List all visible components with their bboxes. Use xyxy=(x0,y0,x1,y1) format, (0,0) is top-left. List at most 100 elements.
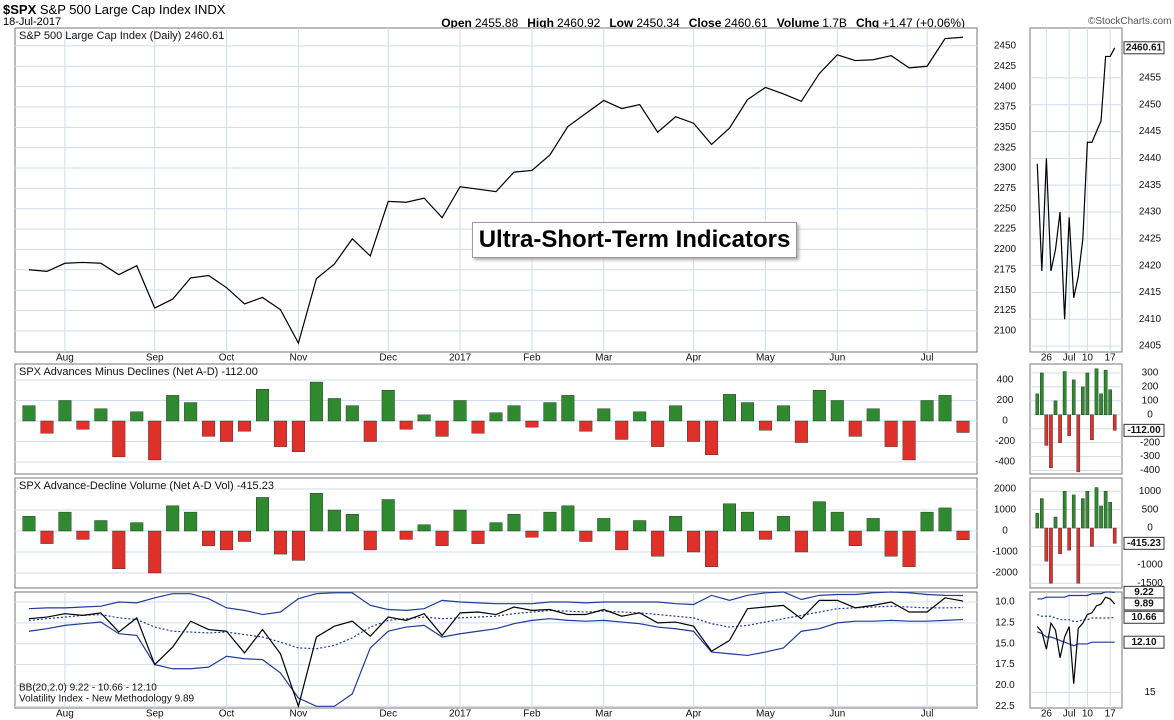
date: 18-Jul-2017 xyxy=(3,16,62,28)
bar xyxy=(579,530,593,542)
bar xyxy=(776,405,790,422)
x-tick-label: Sep xyxy=(146,353,164,364)
value-label-box xyxy=(1123,41,1165,55)
y-tick-label: 15 xyxy=(1144,687,1156,698)
bar xyxy=(184,402,198,422)
quote-label: Open xyxy=(441,16,472,30)
bar xyxy=(884,530,898,557)
bar xyxy=(453,400,467,422)
y-tick-label: 200 xyxy=(997,395,1014,406)
bar xyxy=(327,509,341,532)
bar xyxy=(1044,527,1049,562)
bar xyxy=(202,530,216,546)
bar xyxy=(184,511,198,532)
bar xyxy=(327,398,341,422)
x-tick-label: May xyxy=(756,353,775,364)
bar xyxy=(1108,389,1112,415)
bar xyxy=(848,530,862,546)
y-tick-label: 2410 xyxy=(1139,314,1162,325)
line xyxy=(28,36,964,345)
bar xyxy=(112,420,126,458)
x-tick-label: Jul xyxy=(1063,353,1076,364)
x-tick-label: Aug xyxy=(56,709,74,720)
x-tick-label: 10 xyxy=(1082,353,1094,364)
bar xyxy=(381,390,395,422)
y-tick-label: 2125 xyxy=(994,305,1017,316)
legend-text: Volatility Index - New Methodology 9.89 xyxy=(19,694,195,705)
bar xyxy=(1058,414,1062,443)
bar xyxy=(956,530,970,540)
panel xyxy=(1029,477,1123,589)
bar xyxy=(1112,414,1117,431)
x-tick-label: Jul xyxy=(921,353,934,364)
bar xyxy=(507,405,521,422)
y-tick-label: 0 xyxy=(1002,416,1008,427)
y-tick-label: 10.0 xyxy=(995,597,1015,608)
y-tick-label: 2000 xyxy=(994,484,1017,495)
bar xyxy=(40,420,54,434)
bar xyxy=(471,420,485,434)
bar xyxy=(94,520,108,532)
bar xyxy=(148,530,162,574)
y-tick-label: 400 xyxy=(997,375,1014,386)
y-tick-label: 2175 xyxy=(994,264,1017,275)
y-tick-label: 2350 xyxy=(994,122,1017,133)
x-tick-label: 26 xyxy=(1041,709,1053,720)
x-tick-label: Nov xyxy=(290,353,308,364)
line xyxy=(1037,631,1115,647)
bar xyxy=(633,411,647,422)
bar xyxy=(1067,414,1071,436)
bar xyxy=(902,420,916,461)
value-label: -112.00 xyxy=(1127,425,1161,436)
bar xyxy=(794,420,808,443)
bar xyxy=(938,507,952,532)
bar xyxy=(1085,491,1090,529)
x-tick-label: 2017 xyxy=(449,709,472,720)
bar xyxy=(705,420,719,456)
line xyxy=(1037,613,1115,623)
bar xyxy=(453,509,467,532)
value-label: 10.66 xyxy=(1131,612,1156,623)
y-tick-label: 2430 xyxy=(1139,207,1162,218)
bar xyxy=(884,420,898,447)
bar xyxy=(812,390,826,422)
y-tick-label: 2150 xyxy=(994,285,1017,296)
y-tick-label: 17.5 xyxy=(995,659,1015,670)
value-label: 12.10 xyxy=(1131,637,1156,648)
bar xyxy=(1049,414,1053,468)
bar xyxy=(220,420,234,442)
y-tick-label: 2405 xyxy=(1139,341,1162,352)
panel-title: SPX Advances Minus Declines (Net A-D) -1… xyxy=(19,366,258,378)
bar xyxy=(1071,379,1076,415)
x-tick-label: 26 xyxy=(1041,353,1053,364)
bar xyxy=(112,530,126,570)
bar xyxy=(543,402,557,422)
x-tick-label: Apr xyxy=(686,709,702,720)
line xyxy=(1036,596,1116,684)
bar xyxy=(651,420,665,447)
bar xyxy=(130,411,144,422)
bar xyxy=(363,420,377,442)
x-tick-label: Jun xyxy=(829,353,845,364)
value-label: 9.89 xyxy=(1134,599,1154,610)
y-tick-label: 2450 xyxy=(994,41,1017,52)
bar xyxy=(130,522,144,532)
bar xyxy=(1040,372,1044,415)
y-tick-label: -2000 xyxy=(992,568,1018,579)
bar xyxy=(1062,371,1067,415)
value-label-box xyxy=(1123,635,1165,649)
y-tick-label: 2300 xyxy=(994,163,1017,174)
y-tick-label: 2420 xyxy=(1139,260,1162,271)
bar xyxy=(633,520,647,532)
bar xyxy=(471,530,485,544)
x-tick-label: Mar xyxy=(595,353,613,364)
bar xyxy=(1112,527,1117,544)
y-tick-label: 2455 xyxy=(1139,73,1162,84)
bar xyxy=(866,518,880,532)
x-tick-label: 2017 xyxy=(449,353,472,364)
bar xyxy=(723,394,736,422)
bar xyxy=(40,530,54,544)
bar xyxy=(830,511,844,532)
value-label-box xyxy=(1123,536,1165,550)
